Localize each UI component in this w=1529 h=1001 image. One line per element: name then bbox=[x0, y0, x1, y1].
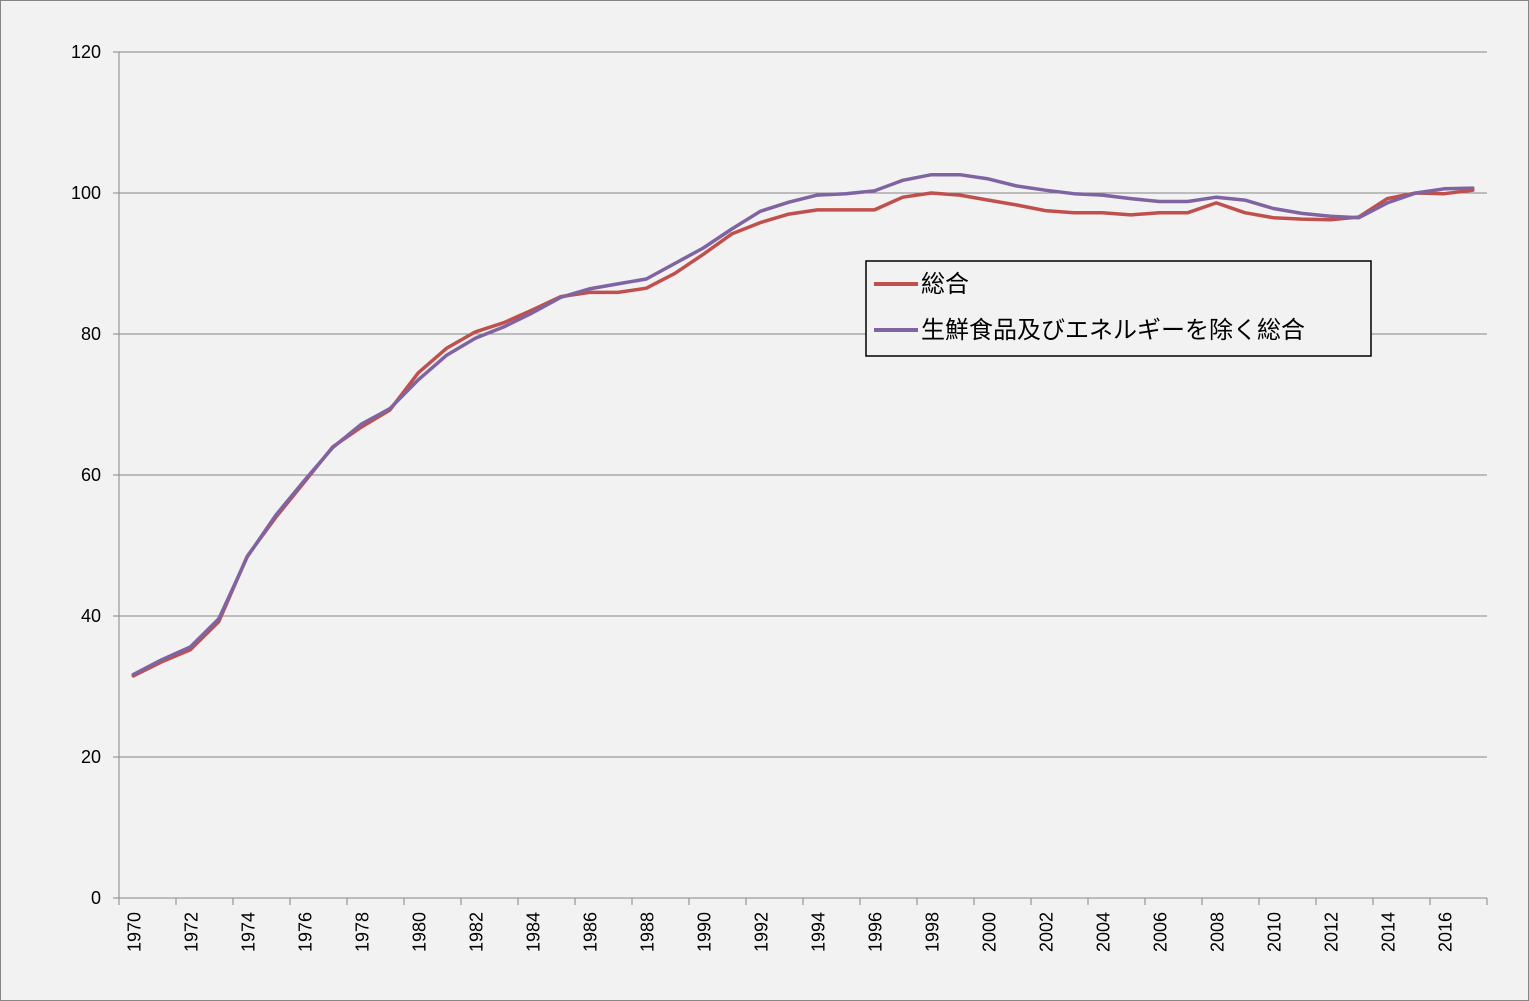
x-tick-label: 2010 bbox=[1264, 912, 1284, 952]
legend: 総合 生鮮食品及びエネルギーを除く総合 bbox=[865, 260, 1372, 357]
x-tick-label: 2004 bbox=[1093, 912, 1113, 952]
x-tick-label: 1982 bbox=[466, 912, 486, 952]
series-line-1 bbox=[131, 188, 1475, 678]
x-tick-label: 1988 bbox=[637, 912, 657, 952]
legend-box bbox=[865, 260, 1372, 357]
y-tick-label: 120 bbox=[71, 42, 101, 62]
series-lines bbox=[131, 172, 1475, 678]
axes: 0 20 40 60 80 100 120 1970 1972 1974 1976 1978 1980 1… bbox=[71, 42, 1488, 952]
x-tick-label: 2000 bbox=[979, 912, 999, 952]
y-tick-label: 60 bbox=[81, 465, 101, 485]
x-tick-label: 1976 bbox=[295, 912, 315, 952]
x-tick-label: 2002 bbox=[1036, 912, 1056, 952]
y-tick-label: 20 bbox=[81, 747, 101, 767]
y-tick-label: 40 bbox=[81, 606, 101, 626]
x-tick-label: 1996 bbox=[865, 912, 885, 952]
x-tick-label: 1980 bbox=[409, 912, 429, 952]
y-tick-label: 0 bbox=[91, 888, 101, 908]
x-tick-label: 1970 bbox=[124, 912, 144, 952]
legend-label-series-1: 総合 bbox=[921, 270, 969, 298]
x-tick-label: 1986 bbox=[580, 912, 600, 952]
x-tick-label: 1992 bbox=[751, 912, 771, 952]
x-tick-label: 1990 bbox=[694, 912, 714, 952]
x-tick-label: 2014 bbox=[1378, 912, 1398, 952]
legend-label-series-2: 生鮮食品及びエネルギーを除く総合 bbox=[921, 316, 1305, 344]
x-tick-label: 1994 bbox=[808, 912, 828, 952]
x-tick-label: 1972 bbox=[181, 912, 201, 952]
x-tick-label: 2006 bbox=[1150, 912, 1170, 952]
x-tick-label: 1998 bbox=[922, 912, 942, 952]
x-tick-label: 2016 bbox=[1435, 912, 1455, 952]
gridlines bbox=[119, 51, 1487, 758]
y-tick-label: 100 bbox=[71, 183, 101, 203]
x-tick-label: 2008 bbox=[1207, 912, 1227, 952]
x-tick-label: 2012 bbox=[1321, 912, 1341, 952]
series-line-2 bbox=[131, 172, 1475, 677]
x-tick-label: 1978 bbox=[352, 912, 372, 952]
y-tick-label: 80 bbox=[81, 324, 101, 344]
x-tick-label: 1974 bbox=[238, 912, 258, 952]
x-tick-label: 1984 bbox=[523, 912, 543, 952]
